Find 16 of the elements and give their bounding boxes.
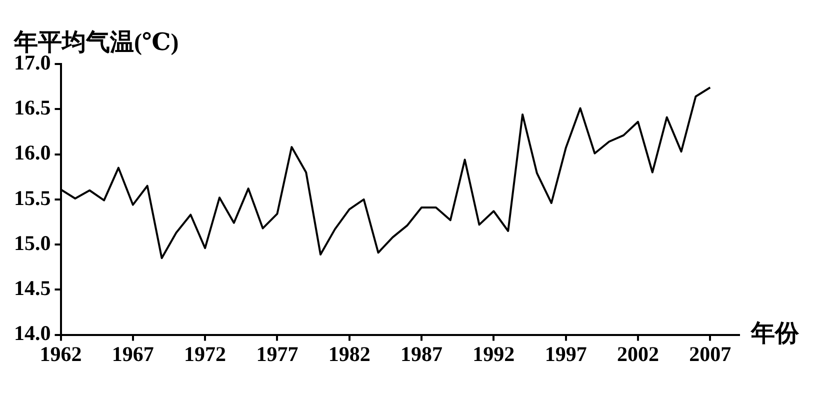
y-axis-title: 年平均气温(℃) [13,29,179,56]
x-tick-label: 1992 [472,342,515,366]
x-axis-title: 年份 [750,320,800,348]
x-tick-label: 2002 [616,342,659,366]
x-tick-label: 1987 [400,342,443,366]
x-tick-label: 1972 [184,342,226,366]
y-tick-label: 16.5 [14,96,51,120]
x-tick-label: 1967 [112,342,154,366]
y-tick-label: 14.5 [14,276,51,300]
x-tick-label: 1982 [328,342,370,366]
y-tick-label: 15.0 [14,230,51,255]
x-tick-label: 1977 [256,342,298,366]
x-tick-label: 1997 [544,342,587,366]
x-tick-label: 2007 [689,342,732,366]
y-tick-label: 16.0 [14,140,51,165]
y-tick-label: 15.5 [14,186,51,210]
